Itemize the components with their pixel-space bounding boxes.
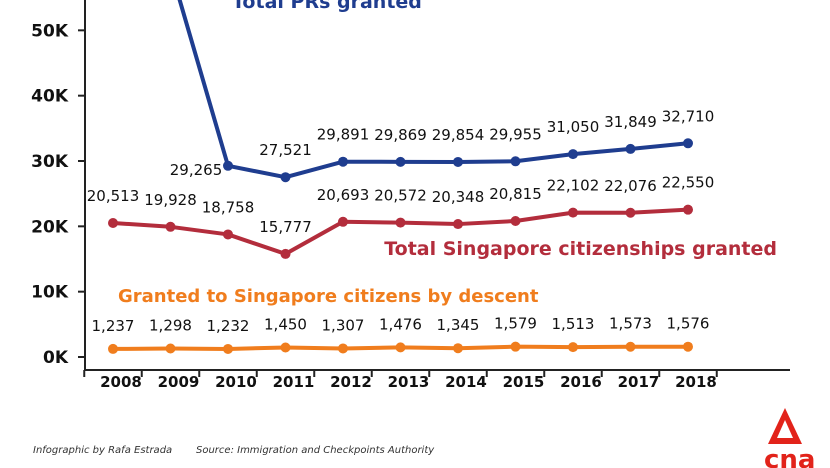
y-tick-label: 10K: [31, 283, 69, 303]
infographic-credit: Infographic by Rafa Estrada: [33, 445, 173, 456]
x-tick-label: 2017: [618, 373, 660, 391]
data-point: [223, 229, 233, 240]
data-point: [510, 216, 521, 227]
data-point: [165, 221, 176, 232]
x-tick-label: 2018: [675, 373, 717, 391]
data-point: [280, 172, 291, 183]
data-label: 29,891: [317, 126, 370, 144]
data-point: [625, 143, 636, 154]
series-name-label: Granted to Singapore citizens by descent: [118, 286, 539, 307]
data-label: 27,521: [259, 141, 312, 159]
series-line: [177, 0, 689, 180]
data-label: 1,576: [667, 315, 710, 333]
data-label: 1,298: [149, 317, 192, 335]
data-label: 20,572: [374, 187, 427, 205]
data-label: 20,815: [489, 185, 542, 203]
data-label: 1,307: [322, 316, 365, 334]
data-point: [568, 207, 578, 218]
data-label: 20,348: [432, 188, 485, 206]
series-name-label: Total Singapore citizenships granted: [384, 238, 777, 260]
data-point: [568, 149, 578, 160]
x-tick-label: 2010: [215, 373, 257, 391]
data-point: [395, 342, 406, 353]
y-tick-label: 20K: [31, 217, 69, 237]
data-point: [683, 341, 693, 352]
data-label: 22,076: [604, 177, 657, 195]
data-point: [395, 217, 406, 228]
data-point: [453, 156, 463, 167]
data-point: [625, 341, 636, 352]
data-point: [568, 342, 578, 353]
data-label: 1,573: [609, 315, 652, 333]
data-point: [280, 248, 291, 259]
data-point: [338, 216, 348, 227]
x-tick-label: 2015: [503, 373, 545, 391]
y-tick-label: 40K: [31, 87, 69, 107]
data-label: 31,849: [604, 113, 657, 131]
y-tick-label: 50K: [31, 21, 69, 41]
data-label: 19,928: [144, 191, 197, 209]
data-point: [510, 341, 521, 352]
x-tick-label: 2011: [273, 373, 315, 391]
data-point: [108, 343, 118, 354]
data-point: [338, 156, 348, 167]
data-label: 31,050: [547, 118, 600, 136]
data-label: 1,345: [437, 316, 480, 334]
data-point: [683, 204, 693, 215]
data-label: 15,777: [259, 218, 312, 236]
data-label: 29,869: [374, 126, 427, 144]
data-label: 20,513: [87, 187, 140, 205]
data-point: [453, 219, 463, 230]
data-point: [453, 343, 463, 354]
data-point: [223, 160, 233, 171]
data-point: [683, 138, 693, 149]
data-label: 1,237: [92, 317, 135, 335]
data-label: 1,232: [207, 317, 250, 335]
x-tick-label: 2016: [560, 373, 602, 391]
data-point: [510, 156, 521, 167]
data-label: 20,693: [317, 186, 370, 204]
x-tick-label: 2012: [330, 373, 372, 391]
data-point: [280, 342, 291, 353]
source-credit: Source: Immigration and Checkpoints Auth…: [196, 445, 435, 456]
line-chart: 0K 10K 20K 30K 40K 50K 2008 2009 2010 2011 2012 201…: [31, 0, 790, 391]
logo-text: cna: [764, 445, 815, 468]
x-tick-label: 2013: [388, 373, 430, 391]
data-label: 22,550: [662, 174, 715, 192]
x-tick-label: 2009: [158, 373, 200, 391]
y-tick-label: 0K: [43, 348, 69, 368]
data-point: [625, 207, 636, 218]
data-label: 22,102: [547, 177, 600, 195]
data-label: 29,265: [170, 161, 223, 179]
data-point: [108, 217, 118, 228]
data-label: 32,710: [662, 107, 715, 125]
data-point: [223, 343, 233, 354]
series-name-label: Total PRs granted: [232, 0, 422, 13]
data-label: 1,450: [264, 316, 307, 334]
data-label: 29,955: [489, 125, 542, 143]
data-label: 18,758: [202, 198, 255, 216]
x-tick-label: 2008: [100, 373, 142, 391]
cna-logo: cna: [764, 408, 815, 468]
data-label: 1,513: [552, 315, 595, 333]
y-tick-label: 30K: [31, 152, 69, 172]
x-tick-label: 2014: [445, 373, 487, 391]
data-label: 1,579: [494, 315, 537, 333]
data-point: [395, 156, 406, 167]
data-point: [338, 343, 348, 354]
data-label: 29,854: [432, 126, 485, 144]
data-label: 1,476: [379, 315, 422, 333]
data-point: [165, 343, 176, 354]
